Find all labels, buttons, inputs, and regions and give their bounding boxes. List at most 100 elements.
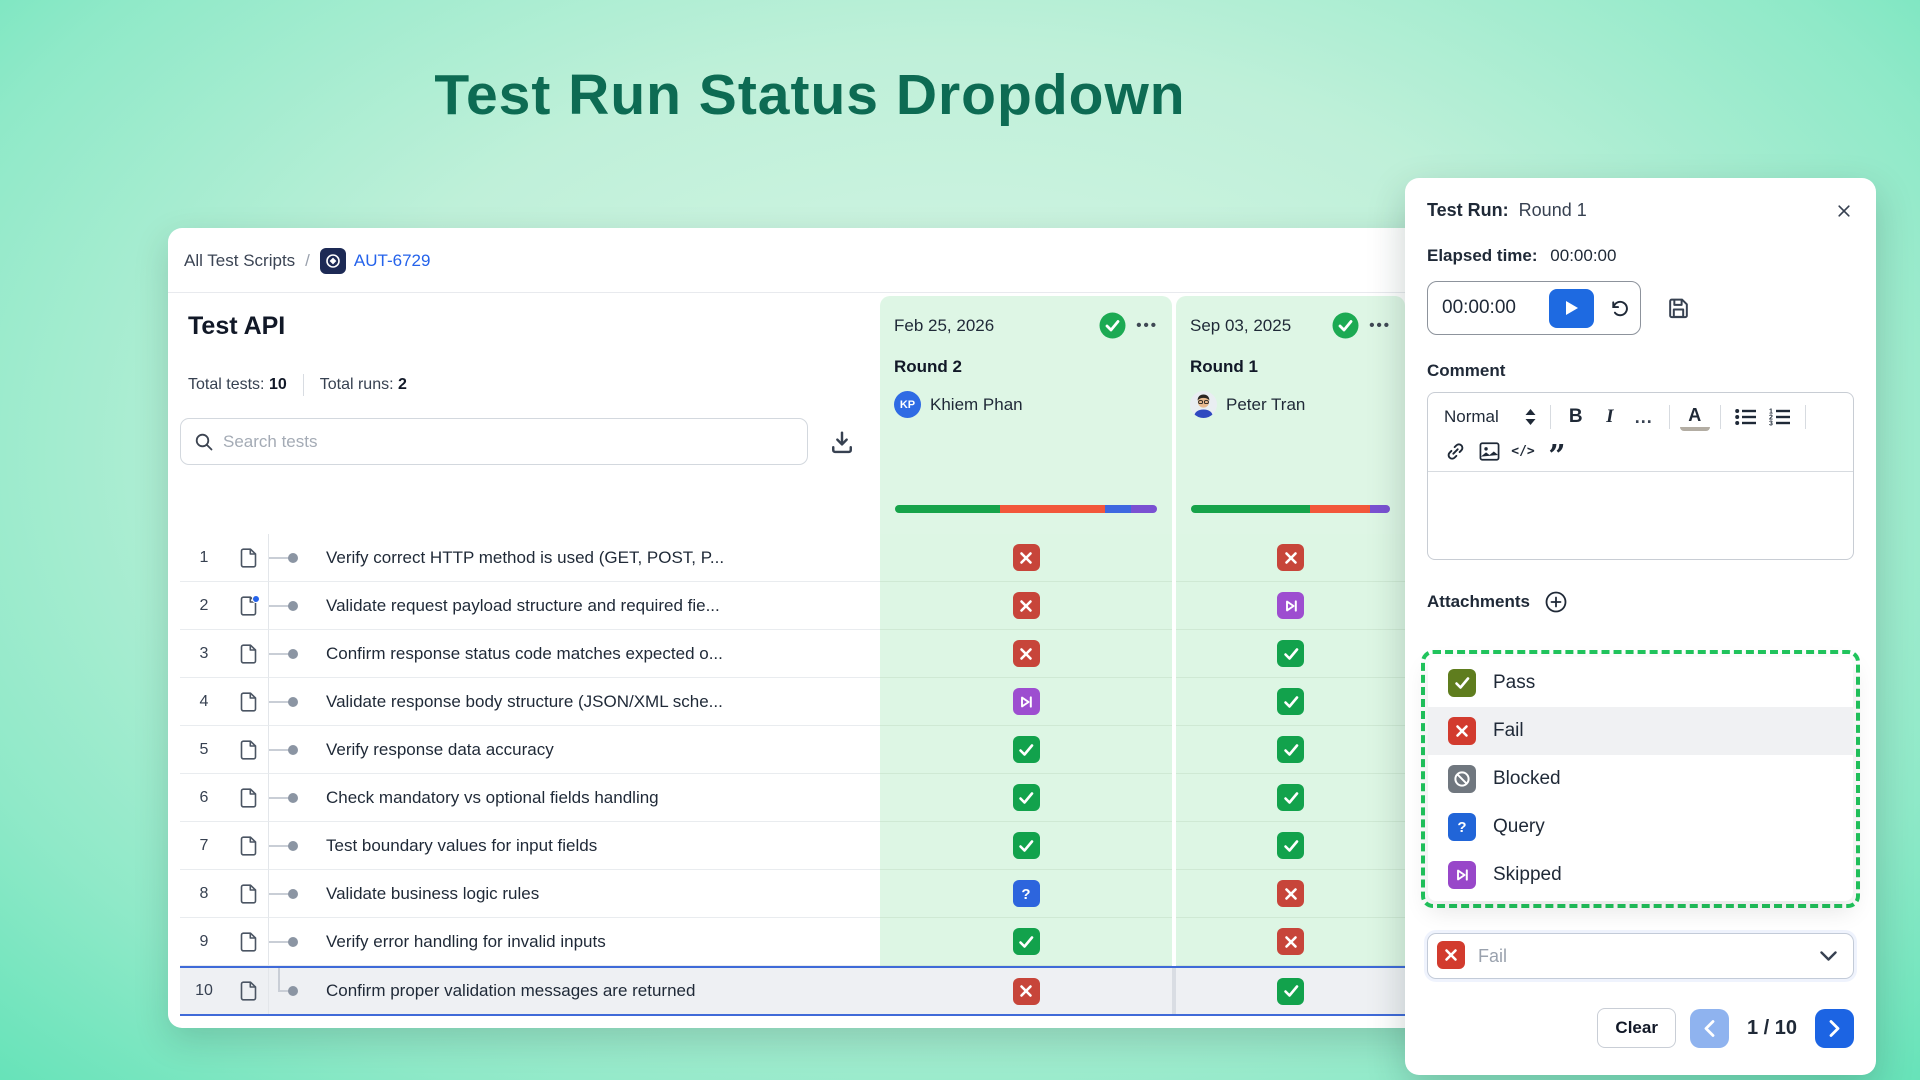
note-button[interactable] xyxy=(228,678,268,726)
export-download-icon[interactable] xyxy=(828,428,856,456)
quote-button[interactable]: ” xyxy=(1548,439,1566,474)
table-row[interactable]: 4 Validate response body structure (JSON/… xyxy=(180,678,1405,726)
status-cell-round1[interactable] xyxy=(1176,726,1405,774)
status-cell-round2[interactable] xyxy=(880,534,1172,582)
progress-segment-fail xyxy=(1310,505,1371,513)
table-row[interactable]: 10 Confirm proper validation messages are… xyxy=(180,966,1405,1016)
total-tests-label: Total tests: xyxy=(188,376,265,393)
row-number: 1 xyxy=(180,534,228,582)
test-step-text[interactable]: Validate response body structure (JSON/X… xyxy=(308,678,880,726)
code-button[interactable]: </> xyxy=(1511,443,1535,459)
avatar-khiem-phan: KP xyxy=(894,391,921,418)
status-cell-round1[interactable] xyxy=(1176,918,1405,966)
document-icon xyxy=(240,547,256,568)
timer-save-button[interactable] xyxy=(1666,296,1691,321)
note-button[interactable] xyxy=(228,822,268,870)
status-option-fail[interactable]: Fail xyxy=(1428,707,1853,755)
test-step-text[interactable]: Confirm response status code matches exp… xyxy=(308,630,880,678)
tree-connector xyxy=(268,678,308,726)
test-step-text[interactable]: Confirm proper validation messages are r… xyxy=(308,968,880,1014)
note-button[interactable] xyxy=(228,870,268,918)
test-step-text[interactable]: Check mandatory vs optional fields handl… xyxy=(308,774,880,822)
table-row[interactable]: 9 Verify error handling for invalid input… xyxy=(180,918,1405,966)
svg-text:2: 2 xyxy=(1769,415,1773,422)
test-run-panel: Test Run: Round 1 Elapsed time: 00:00:00… xyxy=(1405,178,1876,1075)
table-row[interactable]: 6 Check mandatory vs optional fields hand… xyxy=(180,774,1405,822)
link-button[interactable] xyxy=(1440,437,1470,465)
text-color-button[interactable]: A xyxy=(1679,403,1710,431)
note-button[interactable] xyxy=(228,968,268,1014)
close-icon[interactable] xyxy=(1834,201,1854,221)
status-cell-round2[interactable] xyxy=(880,918,1172,966)
italic-button[interactable]: I xyxy=(1606,406,1614,427)
status-cell-round2[interactable] xyxy=(880,726,1172,774)
test-step-text[interactable]: Verify correct HTTP method is used (GET,… xyxy=(308,534,880,582)
table-row[interactable]: 3 Confirm response status code matches ex… xyxy=(180,630,1405,678)
note-button[interactable] xyxy=(228,534,268,582)
bullet-list-icon xyxy=(1734,409,1756,425)
progress-segment-pass xyxy=(895,505,1000,513)
status-icon-pass xyxy=(1012,784,1040,811)
status-cell-round2[interactable] xyxy=(880,968,1172,1014)
status-select-value: Fail xyxy=(1478,945,1508,966)
clear-button[interactable]: Clear xyxy=(1597,1008,1676,1048)
status-cell-round1[interactable] xyxy=(1176,630,1405,678)
search-input[interactable] xyxy=(223,419,798,464)
note-button[interactable] xyxy=(228,630,268,678)
status-cell-round2[interactable] xyxy=(880,678,1172,726)
note-button[interactable] xyxy=(228,918,268,966)
comment-input-area[interactable] xyxy=(1428,472,1853,552)
run-menu-button[interactable]: ••• xyxy=(1136,317,1158,334)
test-step-text[interactable]: Validate request payload structure and r… xyxy=(308,582,880,630)
previous-test-button[interactable] xyxy=(1689,1008,1729,1048)
more-formats-button[interactable]: ... xyxy=(1634,406,1653,427)
status-cell-round1[interactable] xyxy=(1176,870,1405,918)
test-script-card: All Test Scripts / AUT-6729 Test API Tot… xyxy=(168,228,1590,1028)
plus-circle-icon xyxy=(1545,591,1567,613)
test-step-text[interactable]: Validate business logic rules xyxy=(308,870,880,918)
format-select[interactable]: Normal xyxy=(1440,407,1540,427)
timer-play-button[interactable] xyxy=(1549,288,1594,328)
test-run-value: Round 1 xyxy=(1518,200,1587,220)
status-cell-round2[interactable] xyxy=(880,822,1172,870)
status-option-pass[interactable]: Pass xyxy=(1428,659,1853,707)
status-cell-round1[interactable] xyxy=(1176,534,1405,582)
timer-reset-button[interactable] xyxy=(1608,297,1631,320)
note-button[interactable] xyxy=(228,582,268,630)
table-row[interactable]: 1 Verify correct HTTP method is used (GET… xyxy=(180,534,1405,582)
bullet-list-button[interactable] xyxy=(1731,403,1761,431)
table-row[interactable]: 7 Test boundary values for input fields xyxy=(180,822,1405,870)
breadcrumb-issue-link[interactable]: AUT-6729 xyxy=(319,248,430,274)
table-row[interactable]: 8 Validate business logic rules? xyxy=(180,870,1405,918)
table-row[interactable]: 5 Verify response data accuracy xyxy=(180,726,1405,774)
status-cell-round1[interactable] xyxy=(1176,822,1405,870)
status-cell-round1[interactable] xyxy=(1176,678,1405,726)
test-step-text[interactable]: Verify response data accuracy xyxy=(308,726,880,774)
status-option-skipped[interactable]: Skipped xyxy=(1428,851,1853,899)
image-button[interactable] xyxy=(1474,437,1504,465)
add-attachment-button[interactable] xyxy=(1544,590,1568,614)
status-icon-fail xyxy=(1012,544,1040,571)
test-step-text[interactable]: Verify error handling for invalid inputs xyxy=(308,918,880,966)
status-option-query[interactable]: ? Query xyxy=(1428,803,1853,851)
note-button[interactable] xyxy=(228,774,268,822)
bold-button[interactable]: B xyxy=(1568,406,1583,427)
table-row[interactable]: 2 Validate request payload structure and … xyxy=(180,582,1405,630)
breadcrumb-root-link[interactable]: All Test Scripts xyxy=(184,251,296,270)
status-cell-round1[interactable] xyxy=(1176,582,1405,630)
status-select[interactable]: Fail xyxy=(1427,933,1854,979)
status-cell-round1[interactable] xyxy=(1176,774,1405,822)
status-icon-pass xyxy=(1277,784,1304,811)
status-option-blocked[interactable]: Blocked xyxy=(1428,755,1853,803)
status-cell-round1[interactable] xyxy=(1176,968,1405,1014)
status-cell-round2[interactable]: ? xyxy=(880,870,1172,918)
status-cell-round2[interactable] xyxy=(880,582,1172,630)
next-test-button[interactable] xyxy=(1815,1008,1854,1048)
status-cell-round2[interactable] xyxy=(880,630,1172,678)
run-menu-button[interactable]: ••• xyxy=(1369,317,1391,334)
tree-connector xyxy=(268,582,308,630)
test-step-text[interactable]: Test boundary values for input fields xyxy=(308,822,880,870)
status-cell-round2[interactable] xyxy=(880,774,1172,822)
note-button[interactable] xyxy=(228,726,268,774)
